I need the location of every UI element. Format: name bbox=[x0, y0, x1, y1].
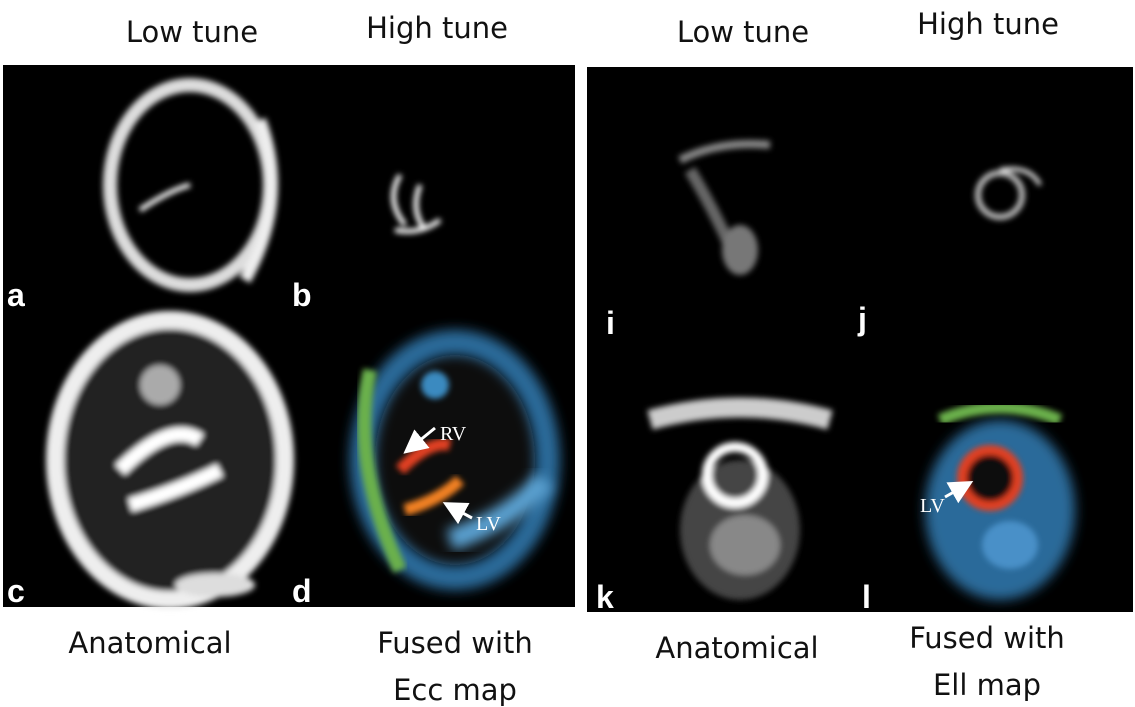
caption: Anatomical bbox=[68, 626, 231, 660]
image-d bbox=[350, 330, 560, 590]
caption: Anatomical bbox=[655, 631, 818, 665]
column-header: High tune bbox=[366, 11, 508, 45]
column-header: Low tune bbox=[126, 15, 258, 49]
image-c bbox=[55, 320, 285, 600]
column-header: Low tune bbox=[677, 15, 809, 49]
annotation: RV bbox=[440, 423, 467, 445]
panel-label: j bbox=[857, 301, 867, 337]
annotation: LV bbox=[476, 513, 501, 535]
panel-label: k bbox=[596, 579, 614, 615]
caption: Fused with bbox=[377, 626, 533, 660]
panel-label: d bbox=[292, 573, 312, 609]
image-panel-left: RV LV a b c d bbox=[3, 65, 575, 609]
panel-label: c bbox=[7, 573, 25, 609]
caption: Ell map bbox=[933, 668, 1041, 702]
panel-label: b bbox=[292, 277, 312, 313]
panel-label: a bbox=[7, 277, 25, 313]
caption: Ecc map bbox=[393, 673, 517, 707]
image-panel-right: LV i j k l bbox=[587, 67, 1133, 615]
column-header: High tune bbox=[917, 7, 1059, 41]
annotation: LV bbox=[920, 495, 945, 517]
caption: Fused with bbox=[909, 621, 1065, 655]
panel-label: l bbox=[862, 579, 871, 615]
figure: Low tune High tune Low tune High tune bbox=[0, 0, 1135, 707]
panel-label: i bbox=[606, 305, 615, 341]
